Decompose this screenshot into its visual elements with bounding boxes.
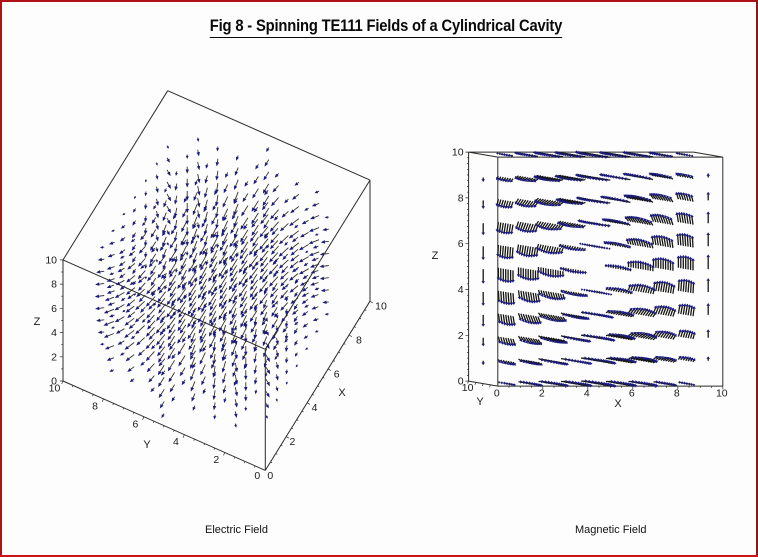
svg-text:4: 4 <box>51 327 57 339</box>
svg-text:2: 2 <box>289 436 295 448</box>
svg-text:10: 10 <box>462 382 474 394</box>
svg-text:8: 8 <box>674 388 680 400</box>
svg-text:2: 2 <box>51 351 57 363</box>
svg-text:0: 0 <box>458 376 464 388</box>
svg-text:0: 0 <box>254 470 260 482</box>
svg-text:Z: Z <box>34 316 41 328</box>
svg-text:10: 10 <box>375 301 387 313</box>
svg-text:2: 2 <box>539 388 545 400</box>
svg-text:8: 8 <box>356 335 362 347</box>
svg-text:0: 0 <box>494 388 500 400</box>
svg-text:2: 2 <box>213 454 219 466</box>
svg-text:2: 2 <box>458 330 464 342</box>
svg-text:8: 8 <box>51 279 57 291</box>
svg-text:0: 0 <box>51 376 57 388</box>
svg-text:4: 4 <box>173 436 179 448</box>
svg-text:4: 4 <box>458 284 464 296</box>
svg-text:Y: Y <box>143 439 151 451</box>
svg-text:10: 10 <box>716 388 728 400</box>
svg-text:10: 10 <box>45 254 57 266</box>
svg-text:Y: Y <box>476 396 484 408</box>
svg-text:6: 6 <box>51 303 57 315</box>
svg-text:Z: Z <box>432 250 439 262</box>
svg-text:X: X <box>614 398 622 410</box>
svg-text:8: 8 <box>458 192 464 204</box>
svg-text:4: 4 <box>312 402 318 414</box>
svg-text:0: 0 <box>267 470 273 482</box>
svg-text:10: 10 <box>49 383 61 395</box>
svg-text:10: 10 <box>452 147 464 159</box>
svg-text:6: 6 <box>629 388 635 400</box>
svg-text:6: 6 <box>132 418 138 430</box>
svg-text:8: 8 <box>92 400 98 412</box>
svg-text:6: 6 <box>458 238 464 250</box>
svg-text:6: 6 <box>334 368 340 380</box>
svg-text:4: 4 <box>584 388 590 400</box>
svg-text:X: X <box>338 387 346 399</box>
